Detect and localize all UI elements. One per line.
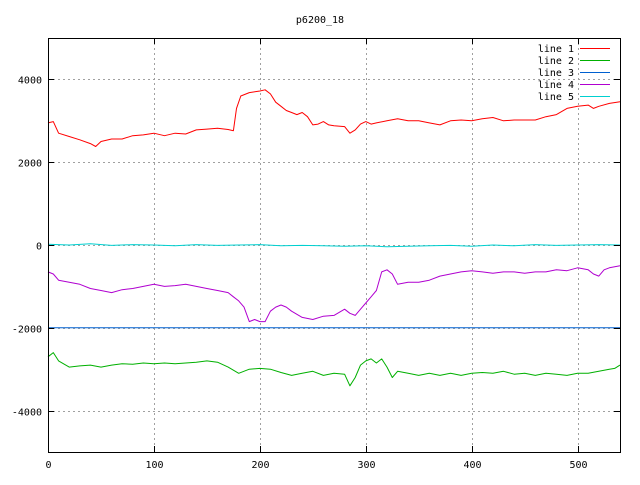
x-tick-label: 400	[463, 460, 481, 471]
y-tick-label: 4000	[18, 76, 42, 87]
chart-title: p6200_18	[296, 15, 344, 26]
series-line-1	[47, 89, 621, 147]
axis-ticks: -4000 -2000 0 2000 4000 0 100 200 300 400 500	[12, 38, 620, 471]
y-tick-label: 0	[36, 242, 42, 253]
legend-label-4: line 4	[538, 80, 574, 91]
series-line-4	[47, 265, 621, 323]
x-tick-label: 300	[357, 460, 375, 471]
series-line-2	[47, 352, 621, 387]
y-tick-label: -4000	[12, 408, 42, 419]
x-tick-label: 100	[145, 460, 163, 471]
legend-label-5: line 5	[538, 92, 574, 103]
x-tick-label: 500	[569, 460, 587, 471]
x-tick-label: 200	[251, 460, 269, 471]
series-lines	[47, 89, 621, 387]
y-tick-label: 2000	[18, 159, 42, 170]
legend-label-2: line 2	[538, 56, 574, 67]
legend-label-3: line 3	[538, 68, 574, 79]
legend-label-1: line 1	[538, 44, 574, 55]
series-line-5	[47, 243, 621, 248]
x-tick-label: 0	[45, 460, 51, 471]
y-tick-label: -2000	[12, 325, 42, 336]
